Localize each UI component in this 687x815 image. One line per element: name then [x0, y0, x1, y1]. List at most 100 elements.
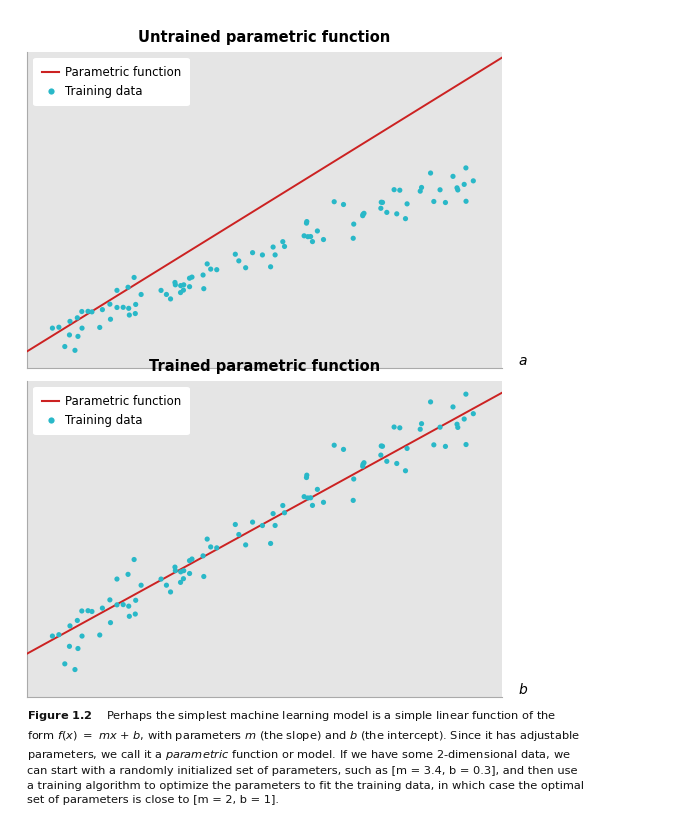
Point: [230, 248, 241, 261]
Point: [279, 506, 290, 519]
Point: [278, 236, 289, 249]
Point: [269, 249, 280, 262]
Point: [202, 258, 213, 271]
Point: [111, 301, 122, 314]
Point: [76, 305, 87, 318]
Point: [130, 607, 141, 620]
Point: [299, 229, 310, 242]
Point: [175, 279, 186, 292]
Point: [435, 421, 446, 434]
Point: [130, 307, 141, 320]
Point: [97, 601, 108, 615]
Point: [111, 572, 122, 585]
Point: [400, 212, 411, 225]
Point: [328, 196, 339, 209]
Point: [178, 284, 189, 297]
Point: [82, 604, 93, 617]
Text: $\bf{Figure\ 1.2}$    Perhaps the simplest machine learning model is a simple li: $\bf{Figure\ 1.2}$ Perhaps the simplest …: [27, 709, 585, 805]
Point: [234, 528, 245, 541]
Point: [184, 280, 195, 293]
Point: [394, 183, 405, 196]
Point: [400, 465, 411, 478]
Point: [301, 471, 312, 484]
Point: [257, 519, 268, 532]
Point: [94, 628, 105, 641]
Point: [389, 183, 400, 196]
Point: [257, 249, 268, 262]
Point: [131, 594, 142, 607]
Point: [302, 491, 313, 504]
Point: [186, 271, 197, 284]
Point: [54, 628, 65, 641]
Point: [452, 421, 463, 434]
Point: [72, 330, 83, 343]
Point: [59, 658, 70, 671]
Point: [175, 576, 186, 589]
Point: [338, 443, 349, 456]
Point: [402, 197, 413, 210]
Point: [447, 400, 458, 413]
Point: [359, 207, 370, 220]
Point: [72, 614, 83, 627]
Point: [175, 286, 186, 299]
Point: [459, 178, 470, 191]
Text: b: b: [519, 683, 528, 697]
Point: [265, 260, 276, 273]
Point: [460, 438, 471, 451]
Point: [199, 570, 210, 583]
Point: [279, 240, 290, 253]
Point: [425, 395, 436, 408]
Point: [65, 315, 76, 328]
Point: [69, 344, 80, 357]
Point: [428, 195, 439, 208]
Point: [392, 457, 403, 470]
Point: [178, 564, 189, 577]
Point: [302, 215, 313, 228]
Point: [359, 456, 370, 469]
Point: [170, 561, 181, 574]
Point: [117, 598, 128, 611]
Title: Trained parametric function: Trained parametric function: [149, 359, 380, 374]
Point: [301, 217, 312, 230]
Point: [357, 209, 368, 222]
Point: [428, 438, 439, 452]
Text: a: a: [519, 355, 527, 368]
Point: [104, 297, 115, 311]
Point: [234, 254, 245, 267]
Point: [305, 230, 316, 243]
Point: [376, 196, 387, 209]
Point: [65, 619, 76, 632]
Point: [69, 663, 80, 676]
Point: [230, 518, 241, 531]
Point: [375, 202, 386, 215]
Point: [161, 288, 172, 301]
Point: [460, 388, 471, 401]
Point: [389, 421, 400, 434]
Point: [111, 284, 122, 297]
Point: [124, 309, 135, 322]
Point: [416, 417, 427, 430]
Point: [247, 246, 258, 259]
Point: [468, 408, 479, 421]
Point: [76, 605, 87, 618]
Point: [348, 218, 359, 231]
Point: [47, 629, 58, 642]
Point: [117, 301, 128, 314]
Point: [348, 473, 359, 486]
Point: [348, 494, 359, 507]
Point: [402, 442, 413, 455]
Point: [348, 231, 359, 244]
Point: [381, 455, 392, 468]
Point: [105, 313, 116, 326]
Point: [299, 490, 310, 503]
Point: [312, 482, 323, 496]
Point: [459, 412, 470, 425]
Point: [338, 198, 349, 211]
Point: [123, 302, 134, 315]
Point: [199, 282, 210, 295]
Legend: Parametric function, Training data: Parametric function, Training data: [34, 58, 190, 107]
Point: [278, 499, 289, 512]
Point: [268, 507, 279, 520]
Point: [170, 276, 181, 289]
Point: [104, 593, 115, 606]
